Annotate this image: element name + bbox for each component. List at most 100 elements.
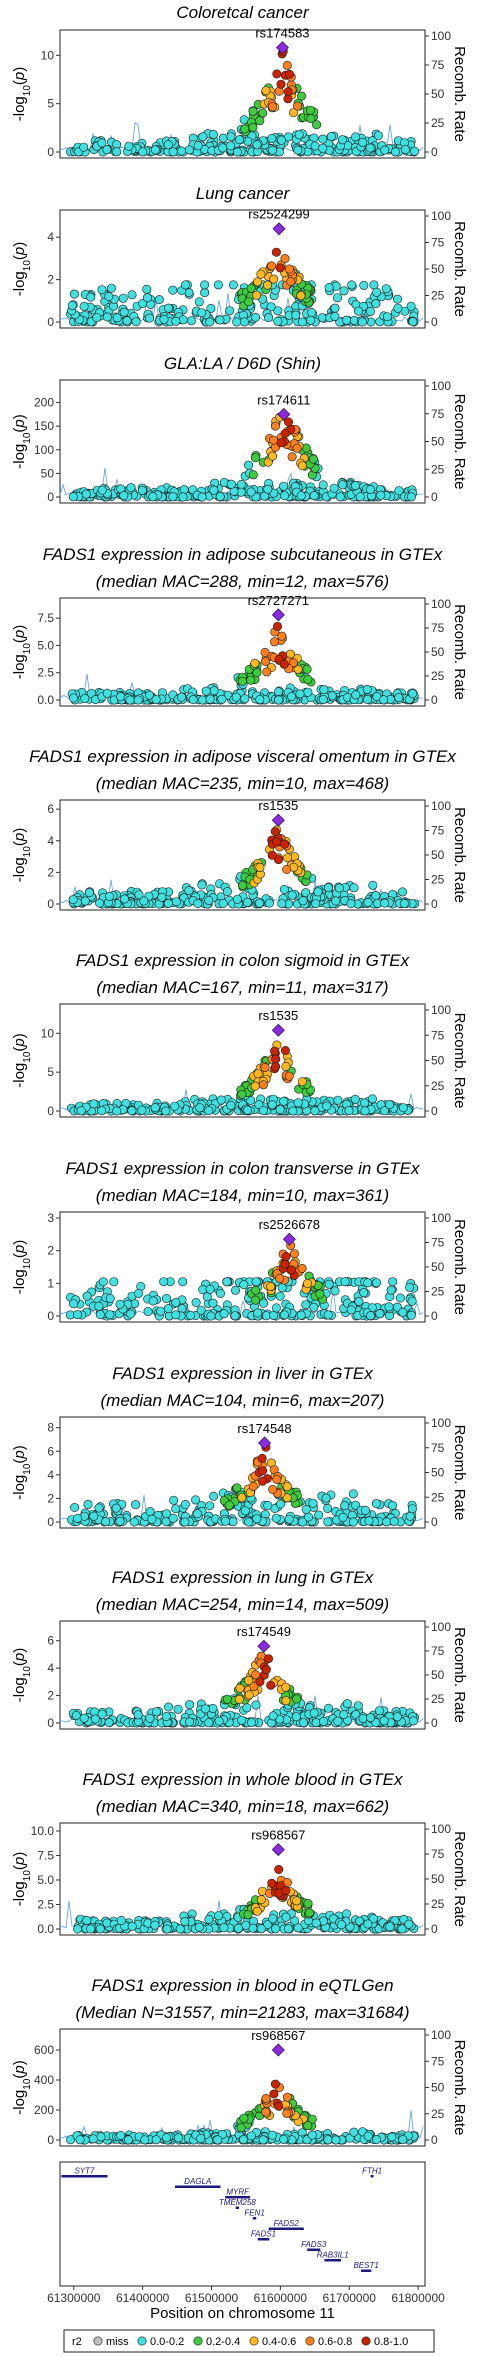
snp-point [400,145,410,155]
y2-tick-label: 100 [431,1416,451,1430]
y-tick-label: 7.5 [37,611,54,625]
lead-snp-marker [271,1023,285,1037]
snp-point [80,896,90,906]
snp-point [79,301,89,311]
snp-point [157,892,167,902]
snp-point [297,1263,307,1273]
snp-point [276,1499,286,1509]
snp-point [240,694,250,704]
snp-point [147,1514,157,1524]
snp-point [323,2135,333,2145]
snp-point [283,417,293,427]
snp-point [101,1517,111,1527]
snp-point [276,438,286,448]
snp-point [308,1498,318,1508]
snp-point [275,1105,285,1115]
snp-point [168,285,178,295]
y-tick-label: 6 [47,1634,54,1648]
snp-point [208,1298,218,1308]
snp-point [209,1491,219,1501]
snp-point [118,293,128,303]
snp-point [98,1277,108,1287]
snp-point [295,689,305,699]
snp-point [102,145,112,155]
y-tick-label: 2 [47,273,54,287]
snp-point [71,1711,81,1721]
snp-point [365,306,375,316]
snp-point [116,2131,126,2141]
snp-point [215,315,225,325]
snp-point [104,291,114,301]
snp-point [371,2135,381,2145]
snp-point [137,485,147,495]
x-tick-label: 61600000 [254,2291,308,2305]
snp-point [232,1483,242,1493]
snp-point [269,435,279,445]
snp-point [310,141,320,151]
snp-point [127,290,137,300]
snp-point [308,454,318,464]
locus-panel-4: FADS1 expression in adipose subcutaneous… [11,545,468,707]
legend-label: 0.4-0.6 [262,2336,296,2348]
snp-point [276,79,286,89]
snp-point [360,1106,370,1116]
snp-point [69,289,79,299]
snp-point [261,86,271,96]
snp-point [151,695,161,705]
snp-point [332,293,342,303]
locus-panel-11: FADS1 expression in blood in eQTLGen (Med… [11,1976,468,2147]
snp-point [145,1507,155,1517]
snp-point [235,1683,245,1693]
snp-point [275,263,285,273]
snp-point [194,1922,204,1932]
snp-point [95,1310,105,1320]
snp-point [379,1106,389,1116]
snp-point [305,105,315,115]
snp-point [268,145,278,155]
snp-point [197,880,207,890]
y-tick-label: 10 [41,1026,55,1040]
y2-tick-label: 100 [431,1822,451,1836]
snp-point [119,307,129,317]
y-axis-label: -log10(p) [11,242,33,296]
snp-point [180,280,190,290]
snp-point [273,855,283,865]
snp-point [355,492,365,502]
panel-title: GLA:LA / D6D (Shin) [164,354,321,373]
snp-point [266,1680,276,1690]
x-tick-label: 61800000 [391,2291,445,2305]
snp-point [291,1712,301,1722]
snp-point [253,1069,263,1079]
snp-point [274,1865,284,1875]
snp-point [255,898,265,908]
y2-tick-label: 25 [431,2107,445,2121]
snp-point [171,1504,181,1514]
snp-point [365,1713,375,1723]
snp-point [284,1514,294,1524]
snp-point [152,1707,162,1717]
y-axis-label: -log10(p) [11,414,33,468]
snp-point [346,899,356,909]
snp-point [375,1309,385,1319]
locus-panel-9: FADS1 expression in lung in GTEx (median … [11,1568,468,1730]
snp-point [284,1071,294,1081]
y2-tick-label: 75 [431,236,445,250]
snp-point [389,1517,399,1527]
snp-point [178,492,188,502]
snp-point [86,292,96,302]
snp-point [280,839,290,849]
snp-point [171,897,181,907]
y-tick-label: 10.0 [31,1824,55,1838]
snp-point [145,313,155,323]
snp-point [268,1485,278,1495]
snp-point [348,1489,358,1499]
snp-point [387,1501,397,1511]
snp-point [244,1517,254,1527]
snp-point [133,695,143,705]
snp-point [198,695,208,705]
snp-point [218,133,228,143]
gene-label: FTH1 [362,2167,382,2176]
snp-point [94,1503,104,1513]
y2-tick-label: 50 [431,1054,445,1068]
gene-body [307,2248,321,2251]
